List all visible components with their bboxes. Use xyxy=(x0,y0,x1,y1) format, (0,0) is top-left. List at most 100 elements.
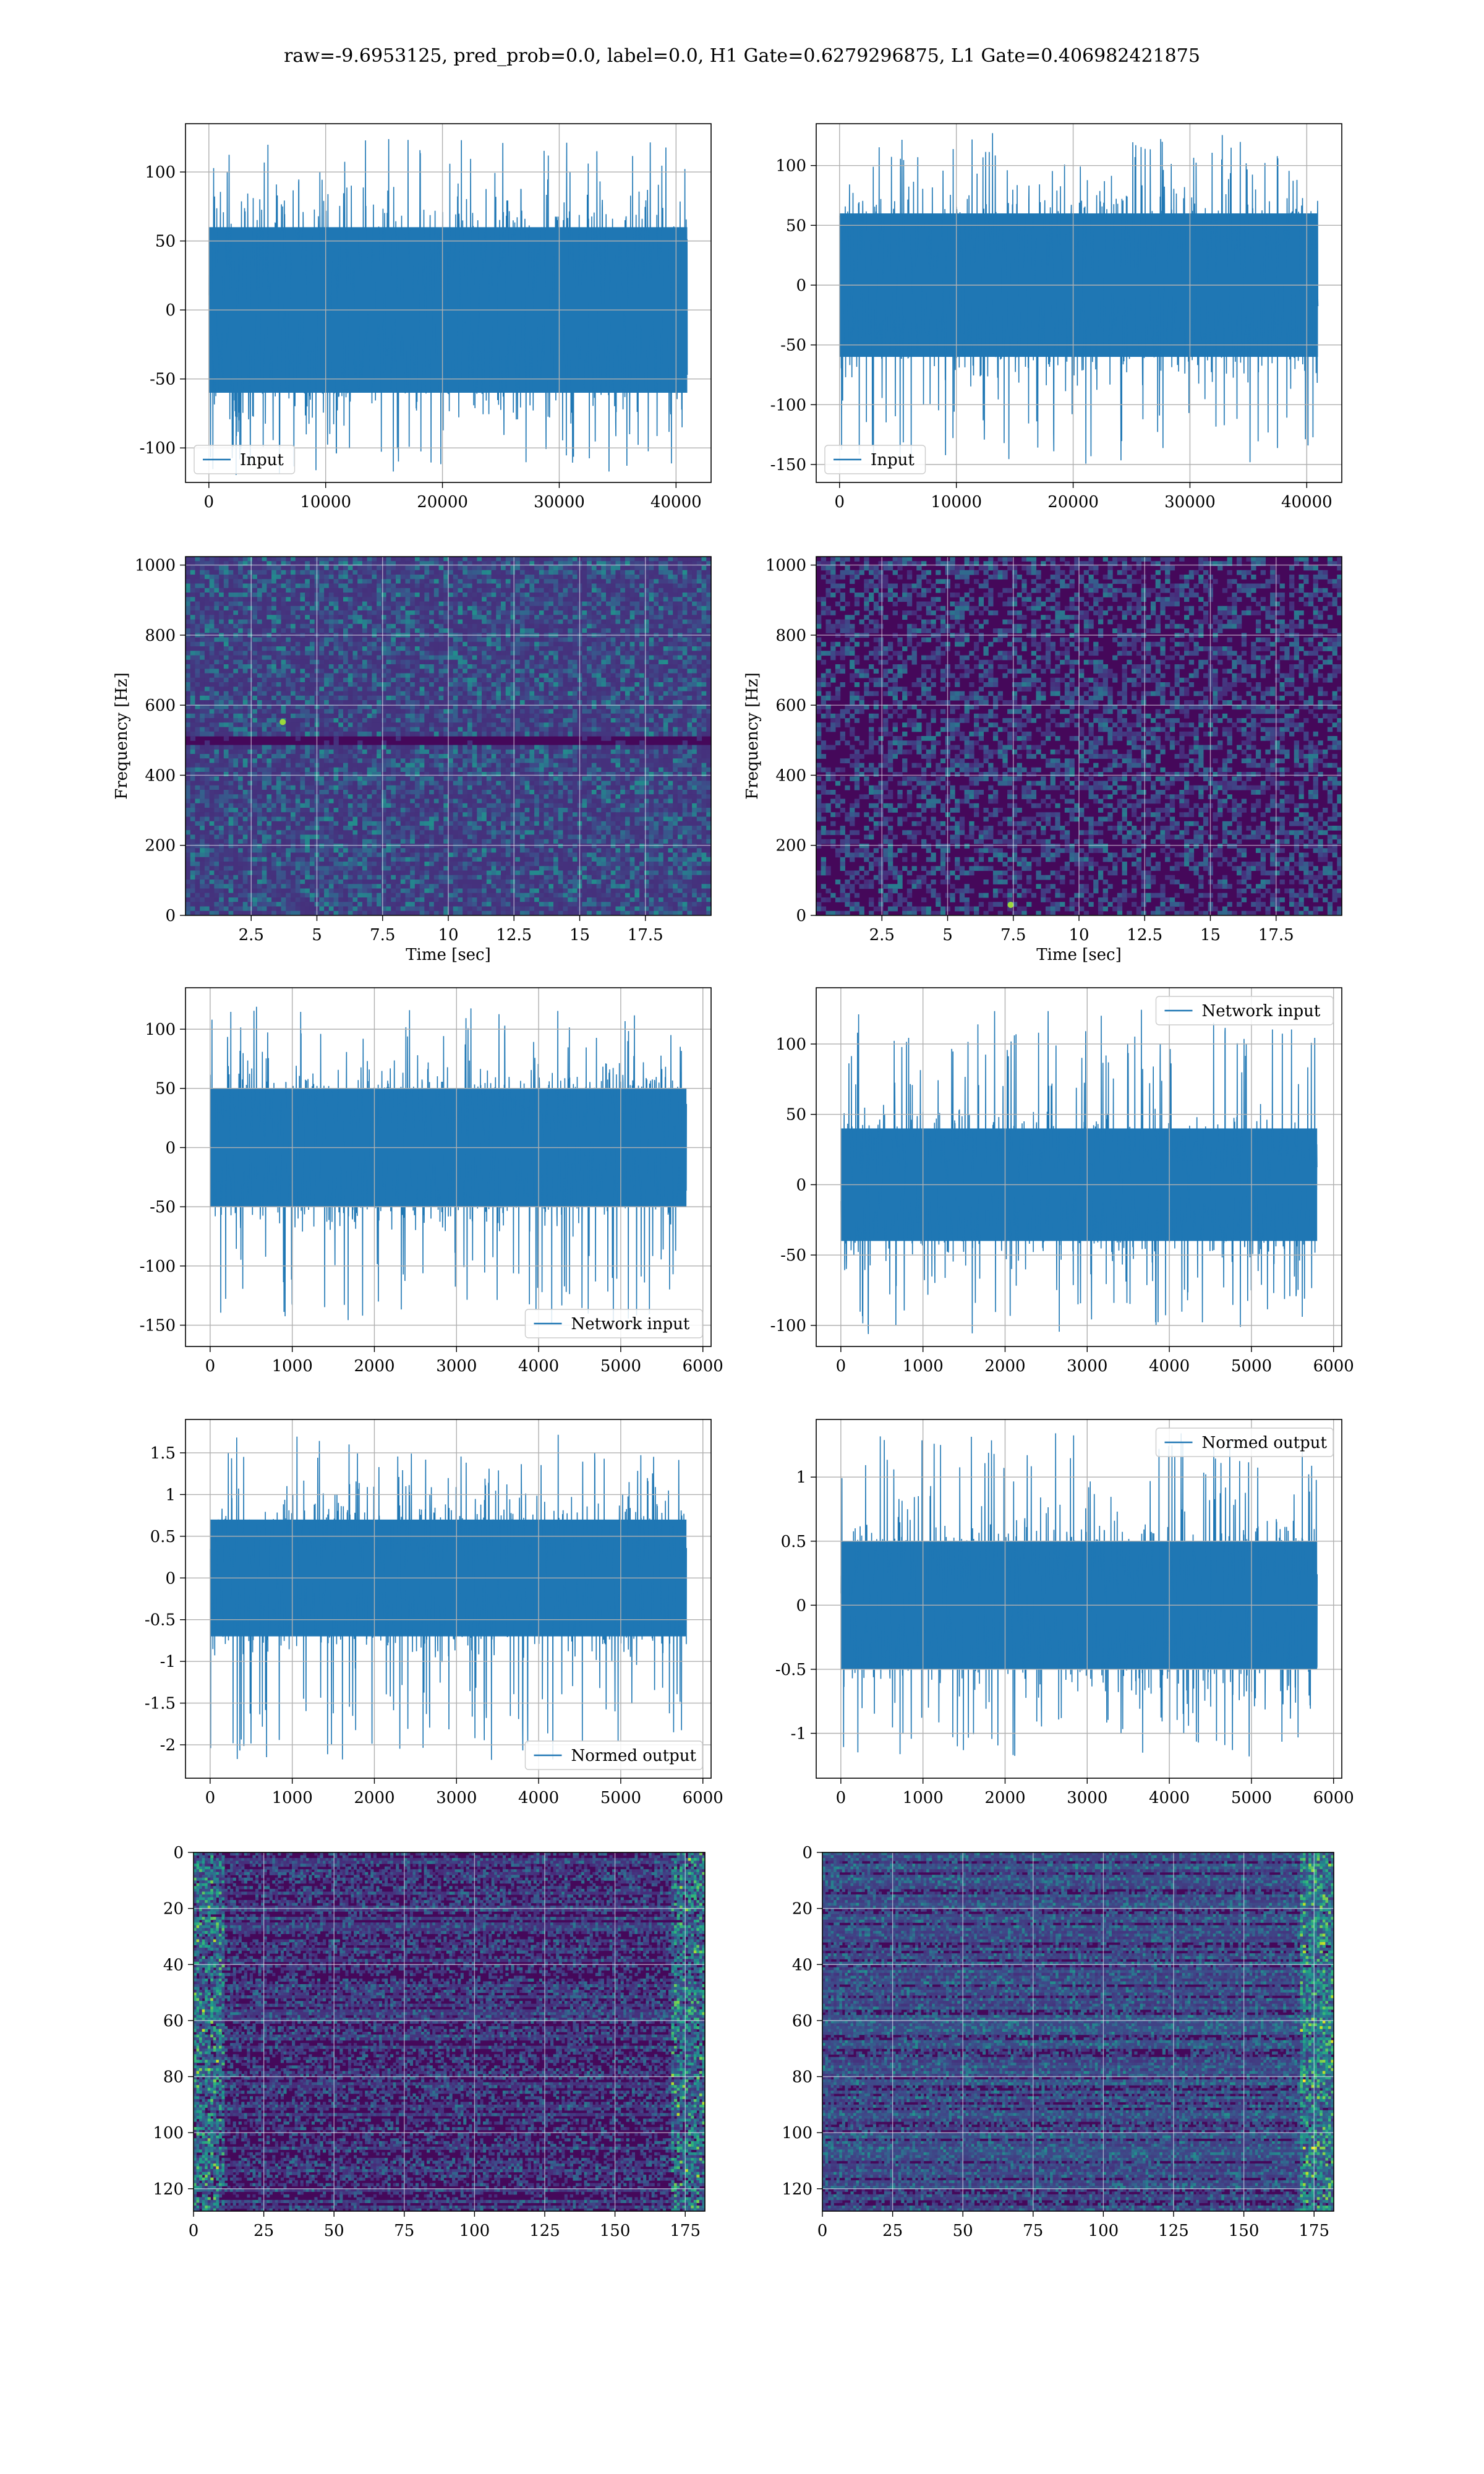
h1-normed-output-series-line xyxy=(210,1434,687,1760)
l1-spectrogram-ytick-label-4: 800 xyxy=(775,627,806,645)
l1-feature-map-xtick-label-6: 150 xyxy=(1229,2222,1260,2240)
h1-input-content xyxy=(208,139,688,476)
l1-feature-map-xtick-label-3: 75 xyxy=(1023,2222,1043,2240)
h1-network-input-series-line xyxy=(210,1006,687,1324)
h1-input-xtick-label-1: 10000 xyxy=(300,493,351,511)
h1-input-xtick-label-0: 0 xyxy=(204,493,215,511)
h1-input-ytick-label-4: 100 xyxy=(145,163,176,182)
h1-spectrogram-ytick-label-4: 800 xyxy=(145,627,176,645)
l1-input-xtick-label-0: 0 xyxy=(835,493,845,511)
l1-input-xtick-label-4: 40000 xyxy=(1281,493,1333,511)
h1-network-input-xtick-label-3: 3000 xyxy=(436,1357,477,1376)
l1-spectrogram-ytick-label-2: 400 xyxy=(775,766,806,785)
l1-normed-output-ytick-label-3: 0.5 xyxy=(781,1533,806,1551)
l1-normed-output-xtick-label-4: 4000 xyxy=(1149,1789,1190,1807)
h1-spectrogram-xtick-label-4: 12.5 xyxy=(496,926,532,944)
l1-input-ytick-label-0: -150 xyxy=(770,456,806,474)
l1-input-legend-label: Input xyxy=(871,451,915,469)
l1-spectrogram-xtick-label-0: 2.5 xyxy=(869,926,895,944)
h1-spectrogram-ytick-label-0: 0 xyxy=(165,907,176,925)
l1-normed-output-ytick-label-1: -0.5 xyxy=(775,1661,806,1679)
h1-normed-output-ytick-label-1: -1.5 xyxy=(145,1695,176,1713)
h1-normed-output-frame xyxy=(185,1419,712,1779)
h1-spectrogram-ytick-label-3: 600 xyxy=(145,696,176,715)
h1-input-xtick-label-4: 40000 xyxy=(650,493,702,511)
h1-normed-output-xtick-label-2: 2000 xyxy=(354,1789,394,1807)
h1-network-input-xtick-label-0: 0 xyxy=(205,1357,216,1376)
h1-input-frame xyxy=(185,123,712,483)
h1-feature-map-xtick-label-7: 175 xyxy=(670,2222,701,2240)
h1-input-xtick-label-3: 30000 xyxy=(534,493,585,511)
h1-network-input-ytick-label-3: 0 xyxy=(165,1139,176,1157)
h1-network-input-ytick-label-5: 100 xyxy=(145,1021,176,1039)
l1-spectrogram-hot-spot-0 xyxy=(1007,902,1014,909)
h1-input-ytick-label-1: -50 xyxy=(150,370,176,389)
l1-network-input-xtick-label-4: 4000 xyxy=(1149,1357,1190,1376)
h1-network-input-xtick-label-5: 5000 xyxy=(600,1357,641,1376)
h1-spectrogram-ylabel: Frequency [Hz] xyxy=(113,672,131,800)
h1-spectrogram-xtick-label-0: 2.5 xyxy=(239,926,264,944)
l1-normed-output-ytick-label-2: 0 xyxy=(796,1596,806,1615)
l1-network-input-content xyxy=(840,1009,1318,1334)
l1-input-series-line xyxy=(839,133,1319,464)
h1-feature-map-xtick-label-4: 100 xyxy=(459,2222,490,2240)
l1-feature-map-ytick-label-4: 80 xyxy=(792,2068,812,2087)
h1-feature-map-panel: 0 25 50 75 100 125 150 175 0 20 40 60 80 100 120 xyxy=(153,1844,706,2240)
l1-network-input-ytick-label-4: 100 xyxy=(775,1035,806,1054)
h1-normed-output-xtick-label-3: 3000 xyxy=(436,1789,477,1807)
l1-network-input-ytick-label-0: -100 xyxy=(770,1317,806,1335)
h1-network-input-content xyxy=(210,1006,687,1324)
h1-normed-output-ytick-label-4: 0 xyxy=(165,1569,176,1588)
h1-network-input-frame xyxy=(185,987,712,1347)
h1-feature-map-frame xyxy=(193,1852,706,2212)
l1-input-ytick-label-4: 50 xyxy=(786,216,806,235)
l1-normed-output-grid xyxy=(816,1419,1342,1778)
h1-input-ytick-label-3: 50 xyxy=(155,233,176,251)
l1-feature-map-panel: 0 25 50 75 100 125 150 175 0 20 40 60 80 100 120 xyxy=(782,1844,1334,2240)
l1-network-input-panel: 0 1000 2000 3000 4000 5000 6000 -100 -50 0 50 100 Ne… xyxy=(770,987,1354,1376)
l1-network-input-legend-label: Network input xyxy=(1202,1002,1321,1021)
h1-spectrogram-xtick-label-3: 10 xyxy=(438,926,458,944)
l1-input-legend: Input xyxy=(824,445,926,474)
l1-network-input-ytick-label-3: 50 xyxy=(786,1106,806,1124)
h1-normed-output-xtick-label-5: 5000 xyxy=(600,1789,641,1807)
l1-feature-map-ytick-label-2: 40 xyxy=(792,1956,812,1974)
l1-network-input-grid xyxy=(816,988,1342,1346)
l1-input-ytick-label-2: -50 xyxy=(780,336,806,355)
h1-feature-map-ytick-label-0: 0 xyxy=(173,1844,184,1862)
l1-input-frame xyxy=(816,123,1342,483)
h1-network-input-ytick-label-1: -100 xyxy=(140,1257,176,1276)
h1-spectrogram-ytick-label-2: 400 xyxy=(145,766,176,785)
l1-network-input-frame xyxy=(816,987,1342,1347)
h1-feature-map-ytick-label-4: 80 xyxy=(163,2068,184,2087)
h1-feature-map-xtick-label-0: 0 xyxy=(189,2222,199,2240)
l1-input-xtick-label-1: 10000 xyxy=(931,493,982,511)
l1-normed-output-xtick-label-5: 5000 xyxy=(1231,1789,1272,1807)
l1-feature-map-content xyxy=(822,1852,1334,2211)
h1-network-input-legend-label: Network input xyxy=(571,1315,690,1333)
h1-input-ytick-label-0: -100 xyxy=(140,439,176,458)
figure-suptitle: raw=-9.6953125, pred_prob=0.0, label=0.0… xyxy=(284,45,1200,67)
l1-feature-map-xtick-label-4: 100 xyxy=(1088,2222,1119,2240)
l1-spectrogram-ytick-label-5: 1000 xyxy=(765,557,806,575)
h1-feature-map-xtick-label-2: 50 xyxy=(324,2222,344,2240)
h1-input-ytick-label-2: 0 xyxy=(165,301,176,320)
l1-spectrogram-panel: 2.5 5 7.5 10 12.5 15 17.5 0 200 400 600 800 1000 Time… xyxy=(743,556,1342,964)
h1-input-grid xyxy=(186,124,711,482)
l1-spectrogram-xtick-label-6: 17.5 xyxy=(1258,926,1294,944)
l1-spectrogram-xtick-label-2: 7.5 xyxy=(1000,926,1026,944)
h1-spectrogram-hot-spot-0 xyxy=(279,719,286,726)
l1-normed-output-xtick-label-2: 2000 xyxy=(984,1789,1025,1807)
l1-input-ytick-label-5: 100 xyxy=(775,157,806,176)
l1-normed-output-xtick-label-3: 3000 xyxy=(1067,1789,1107,1807)
h1-normed-output-ytick-label-7: 1.5 xyxy=(150,1444,176,1463)
h1-spectrogram-ytick-label-1: 200 xyxy=(145,837,176,855)
h1-input-series-line xyxy=(208,139,688,476)
l1-normed-output-content xyxy=(840,1433,1318,1757)
l1-spectrogram-xtick-label-1: 5 xyxy=(942,926,953,944)
h1-spectrogram-xtick-label-6: 17.5 xyxy=(628,926,663,944)
l1-normed-output-legend-label: Normed output xyxy=(1202,1434,1328,1452)
h1-network-input-ytick-label-2: -50 xyxy=(150,1198,176,1217)
h1-feature-map-content xyxy=(194,1852,705,2211)
